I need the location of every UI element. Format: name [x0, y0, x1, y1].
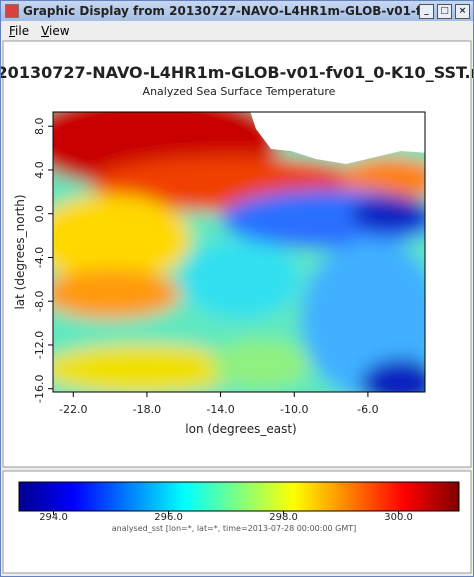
- close-button[interactable]: ×: [455, 3, 470, 19]
- colorbar: [18, 481, 460, 512]
- y-tick-label: 8.0: [33, 117, 46, 135]
- plot-frame: [52, 111, 426, 393]
- title-bar: Graphic Display from 20130727-NAVO-L4HR1…: [1, 1, 473, 21]
- app-icon: [5, 4, 19, 18]
- minimize-button[interactable]: _: [419, 3, 434, 19]
- colorbar-tick-label: 298.0: [269, 512, 298, 523]
- axes: -22.0 -18.0 -14.0 -10.0 -6.0 8.0 4.0 0.0 -4.0 -8.…: [33, 111, 426, 416]
- chart: 20130727-NAVO-L4HR1m-GLOB-v01-fv01_0-K10…: [1, 40, 473, 574]
- y-tick-label: -4.0: [33, 247, 46, 268]
- colorbar-label: analysed_sst [lon=*, lat=*, time=2013-07…: [112, 524, 357, 533]
- x-tick-label: -10.0: [280, 403, 308, 416]
- y-tick-label: -12.0: [33, 331, 46, 359]
- y-tick-label: -16.0: [33, 374, 46, 402]
- y-axis-label: lat (degrees_north): [13, 194, 27, 309]
- maximize-button[interactable]: □: [437, 3, 452, 19]
- y-tick-label: 0.0: [33, 205, 46, 223]
- x-axis-label: lon (degrees_east): [185, 422, 296, 436]
- y-tick-label: -8.0: [33, 290, 46, 311]
- colorbar-tick-label: 296.0: [154, 512, 183, 523]
- chart-subtitle: Analyzed Sea Surface Temperature: [143, 85, 336, 98]
- y-tick-label: 4.0: [33, 161, 46, 179]
- colorbar-tick-label: 294.0: [39, 512, 68, 523]
- x-tick-label: -18.0: [133, 403, 161, 416]
- window-title: Graphic Display from 20130727-NAVO-L4HR1…: [23, 4, 419, 18]
- x-tick-label: -22.0: [59, 403, 87, 416]
- menu-file[interactable]: File: [9, 23, 30, 38]
- colorbar-tick-label: 300.0: [384, 512, 413, 523]
- heatmap: [53, 112, 425, 392]
- colorbar-axis: 294.0 296.0 298.0 300.0: [39, 511, 413, 523]
- menu-bar: File View: [1, 21, 473, 40]
- x-tick-label: -6.0: [357, 403, 378, 416]
- chart-title: 20130727-NAVO-L4HR1m-GLOB-v01-fv01_0-K10…: [1, 63, 473, 82]
- menu-view[interactable]: View: [41, 23, 70, 38]
- x-tick-label: -14.0: [206, 403, 234, 416]
